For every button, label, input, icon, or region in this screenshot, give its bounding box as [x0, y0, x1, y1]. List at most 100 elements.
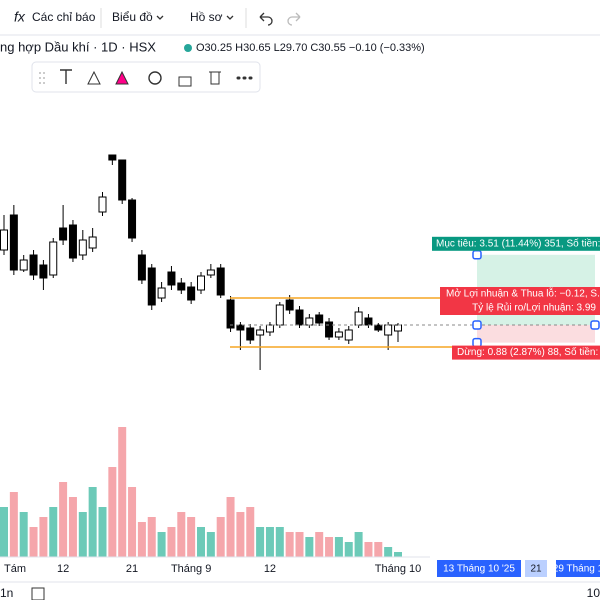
volume-bar [19, 512, 28, 557]
volume-bar [157, 532, 166, 557]
calendar-icon[interactable] [31, 587, 45, 600]
x-tick-label: 12 [264, 563, 276, 575]
volume-bar [256, 527, 265, 557]
time-label: 29 Tháng 1 [553, 564, 600, 575]
handle [472, 250, 482, 260]
x-tick-label: Tháng 9 [171, 563, 211, 575]
candle-body [226, 299, 235, 329]
volume-bar [246, 507, 255, 557]
line-color-tool[interactable] [87, 70, 101, 85]
time-label: 13 Tháng 10 '25 [443, 564, 515, 575]
candle-body [285, 299, 294, 311]
candle-body [39, 264, 48, 279]
target-label: Mục tiêu: 3.51 (11.44%) 351, Số tiền: 1 [436, 237, 600, 249]
volume-bar [9, 492, 18, 557]
volume-bar [295, 532, 304, 557]
drag-handle[interactable] [39, 72, 45, 84]
fill-color-tool[interactable] [115, 70, 129, 85]
top-toolbar: fx Các chỉ báo Biểu đồ Hồ sơ [0, 8, 600, 36]
candle-body [108, 154, 117, 161]
volume-bar [29, 527, 38, 557]
candle-body [394, 324, 402, 332]
volume-bar [187, 517, 196, 557]
candle-body [19, 259, 28, 271]
plot: Tám 12 21 Tháng 9 12 Tháng 10 Mục tiêu: 3.51 (… [0, 154, 600, 577]
candle-body [384, 324, 393, 336]
x-tick-label: 21 [126, 563, 138, 575]
range-button[interactable]: 1n [0, 586, 13, 600]
volume-bar [325, 537, 334, 557]
candle-body [295, 309, 304, 326]
candle-body [29, 254, 38, 276]
drawing-toolbar [31, 61, 261, 93]
volume-bar [128, 487, 137, 557]
volume-bar [49, 507, 58, 557]
target-label-box [432, 236, 600, 251]
candle-body [246, 327, 255, 341]
profile-menu[interactable]: Hồ sơ [190, 10, 223, 24]
volume-bar [226, 497, 235, 557]
candle-body [49, 241, 58, 276]
stop-label: Dừng: 0.88 (2.87%) 88, Số tiền: 7 [457, 346, 600, 358]
candle-body [206, 269, 215, 276]
stop-zone [477, 325, 595, 343]
candle-body [275, 304, 284, 326]
candle-body [265, 324, 274, 333]
candle-body [187, 286, 196, 301]
candle-body [157, 287, 166, 299]
candle-body [216, 267, 225, 296]
x-tick-label: Tháng 10 [375, 563, 421, 575]
volume-bar [315, 532, 324, 557]
time-label: 21 [530, 564, 542, 575]
settings-button[interactable] [148, 71, 162, 85]
candle-body [88, 236, 97, 249]
candle-body [334, 331, 343, 338]
ohlc-legend: O30.25 H30.65 L29.70 C30.55 −0.10 (−0.33… [196, 42, 425, 54]
volume-bar [236, 512, 245, 557]
volume-bar [334, 537, 343, 557]
volume-bar [68, 497, 77, 557]
pnl-label-box [440, 287, 600, 315]
indicators-button[interactable]: Các chỉ báo [32, 10, 96, 24]
volume-bar [39, 517, 48, 557]
volume-bar [0, 507, 8, 557]
text-tool[interactable] [60, 69, 72, 84]
volume-bar [197, 527, 205, 557]
candle-body [118, 159, 127, 201]
volume-bar [384, 547, 393, 557]
candle-body [344, 329, 353, 341]
volume-bar [216, 517, 225, 557]
candle-body [98, 196, 107, 213]
x-tick-label: Tám [4, 563, 26, 575]
chart-menu[interactable]: Biểu đồ [112, 10, 153, 24]
volume-bar [167, 527, 176, 557]
candle-body [78, 239, 87, 256]
volume-bar [137, 522, 146, 557]
undo-button[interactable] [259, 12, 273, 26]
volume-bar [59, 482, 68, 557]
volume-bar [118, 427, 127, 557]
candle-body [177, 282, 186, 291]
candle-body [137, 254, 146, 281]
volume-bar [305, 537, 314, 557]
candle-body [197, 275, 205, 291]
redo-button[interactable] [287, 12, 301, 26]
stop-label-box [452, 345, 600, 360]
x-tick-label: 12 [57, 563, 69, 575]
fx-icon[interactable]: fx [14, 9, 26, 25]
handle [472, 337, 482, 348]
volume-bar [394, 552, 402, 557]
volume-bar [177, 512, 186, 557]
candle-body [305, 317, 314, 326]
chevron [156, 15, 164, 20]
candle-body [0, 229, 8, 251]
volume-bar [206, 532, 215, 557]
volume-bar [344, 542, 353, 557]
candle-body [374, 324, 383, 331]
delete-button[interactable] [209, 71, 221, 85]
candle-body [167, 271, 176, 286]
lock-button[interactable] [178, 76, 192, 87]
volume-bar [108, 467, 117, 557]
pnl-label: Mở Lợi nhuận & Thua lỗ: −0.12, S.Lg [446, 287, 600, 300]
